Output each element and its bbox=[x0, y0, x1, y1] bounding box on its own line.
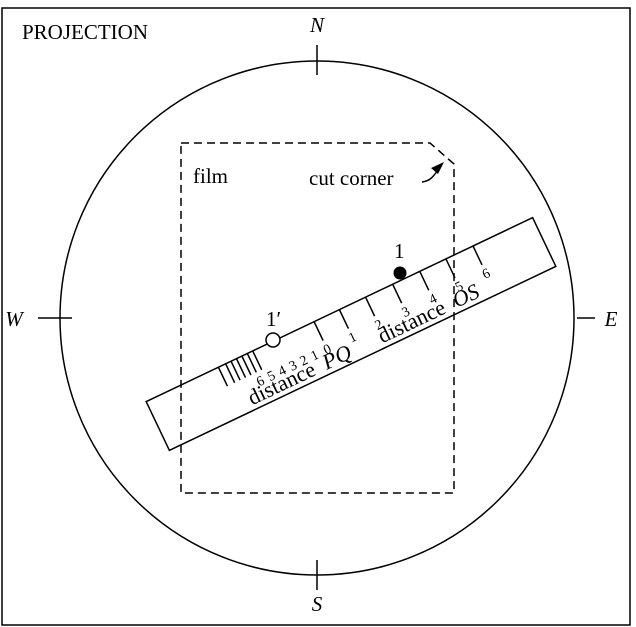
point-1-label: 1 bbox=[394, 239, 405, 263]
os-tick bbox=[393, 284, 402, 303]
north-label: N bbox=[309, 13, 325, 37]
film-label: film bbox=[193, 164, 228, 188]
os-tick-label: 6 bbox=[480, 266, 493, 283]
east-label: E bbox=[604, 307, 618, 331]
os-tick bbox=[420, 271, 429, 290]
os-tick-label: 1 bbox=[347, 330, 360, 347]
diagram-title: PROJECTION bbox=[22, 20, 148, 44]
os-distance-prefix: distance bbox=[374, 294, 450, 348]
outer-frame bbox=[2, 8, 630, 625]
os-tick bbox=[314, 322, 323, 341]
west-label: W bbox=[5, 307, 25, 331]
cut-corner-arrowhead bbox=[431, 162, 444, 174]
point-1-marker bbox=[394, 267, 407, 280]
ruler-group: 0 1 2 3 4 5 6 1 2 3 4 5 6 distance PQ di… bbox=[146, 218, 556, 451]
pq-tick bbox=[218, 367, 227, 386]
point-1-prime-marker bbox=[266, 333, 280, 347]
os-tick bbox=[366, 297, 375, 316]
os-tick bbox=[339, 310, 348, 329]
point-1-prime-label: 1′ bbox=[266, 307, 281, 331]
south-label: S bbox=[312, 592, 323, 616]
os-tick bbox=[473, 246, 482, 265]
cut-corner-label: cut corner bbox=[309, 166, 394, 190]
projection-circle bbox=[60, 61, 574, 575]
